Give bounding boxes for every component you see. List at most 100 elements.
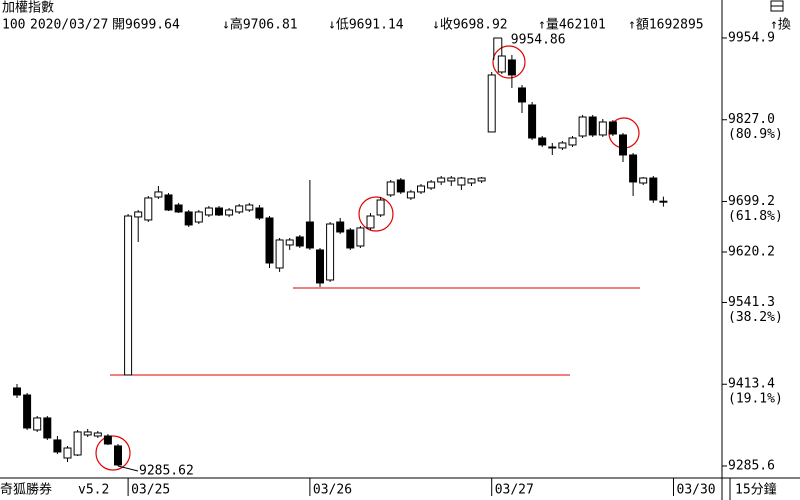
x-tick-label: 03/30: [677, 483, 716, 498]
candle-body: [13, 387, 21, 396]
candle-body: [53, 439, 62, 453]
info-item: 100: [2, 18, 25, 33]
candle-body: [174, 204, 183, 213]
fib-label: (61.8%): [728, 209, 783, 224]
candle-body: [33, 417, 42, 431]
candle-body: [507, 59, 516, 76]
candle-body: [114, 445, 122, 466]
candle-body: [437, 177, 446, 183]
info-item: ↑額1692895: [628, 18, 704, 33]
info-item: ↓高9706.81: [222, 17, 298, 33]
candle-body: [134, 211, 143, 218]
candle-body: [204, 207, 213, 216]
y-tick-label: 9285.6: [728, 458, 775, 473]
highlight-circle: [492, 45, 526, 79]
candle-body: [427, 181, 436, 189]
candle-body: [578, 116, 587, 137]
candle-body: [396, 179, 405, 193]
candle-body: [376, 199, 385, 216]
candle-body: [93, 432, 102, 437]
y-tick-label: 9699.2: [728, 194, 775, 209]
info-item: ↑量462101: [538, 18, 606, 33]
candle-body: [518, 87, 526, 103]
candle-body: [194, 211, 203, 223]
highlight-circle: [95, 435, 131, 471]
candle-body: [598, 121, 607, 136]
fib-label: (38.2%): [728, 310, 783, 325]
candle-body: [184, 211, 193, 226]
candle-body: [649, 177, 658, 201]
candle-body: [103, 435, 112, 445]
candle-body: [447, 177, 456, 182]
candle-body: [43, 417, 52, 439]
y-tick-label: 9954.9: [728, 30, 775, 45]
candle-body: [467, 178, 476, 184]
candle-body: [568, 137, 577, 146]
candle-body: [225, 209, 234, 216]
candle-body: [285, 239, 294, 246]
candle-body: [124, 215, 133, 376]
y-tick-label: 9413.4: [728, 377, 775, 392]
candle-body: [164, 194, 173, 211]
candle-body: [154, 191, 163, 198]
candle-body: [144, 197, 153, 221]
candle-body: [558, 142, 567, 149]
fib-label: (80.9%): [728, 127, 783, 142]
candle-body: [73, 431, 82, 456]
annotation-leader: [493, 37, 502, 60]
candle-body: [366, 215, 375, 229]
annotation-leader: [117, 465, 139, 472]
candle-body: [538, 137, 547, 146]
candle-body: [23, 394, 32, 429]
candle-body: [346, 229, 355, 249]
candle-body: [245, 204, 254, 211]
candle-body: [548, 146, 557, 149]
candle-body: [528, 104, 537, 139]
candle-body: [326, 223, 335, 281]
candle-body: [235, 205, 244, 213]
candle-body: [659, 200, 668, 203]
candle-body: [316, 249, 324, 284]
x-tick-label: 03/26: [313, 483, 352, 498]
max-annotation: 9954.86: [511, 32, 566, 47]
highlight-circle: [358, 196, 394, 232]
chart-title: 加權指數: [2, 1, 54, 16]
candle-body: [639, 177, 648, 184]
candle-body: [83, 431, 92, 436]
info-item: 開9699.64: [112, 18, 180, 33]
window-icon: [770, 0, 784, 12]
candle-body: [275, 239, 284, 269]
info-item: 2020/03/27: [30, 18, 108, 33]
candle-body: [295, 236, 304, 247]
info-item: ↓收9698.92: [432, 18, 508, 33]
candle-body: [629, 154, 638, 183]
candle-body: [619, 134, 627, 156]
y-tick-label: 9620.2: [728, 244, 775, 259]
candle-body: [457, 177, 466, 186]
x-tick-label: 03/27: [495, 483, 534, 498]
candle-body: [588, 116, 597, 136]
candle-body: [417, 185, 425, 193]
footer-version: v5.2: [78, 483, 109, 498]
candle-body: [608, 121, 617, 135]
candle-body: [255, 207, 264, 219]
candle-body: [386, 181, 395, 196]
candle-body: [305, 221, 314, 249]
candle-body: [356, 227, 365, 247]
x-tick-label: 03/25: [131, 483, 170, 498]
info-item: ↓低9691.14: [328, 18, 404, 33]
interval-label: 15分鐘: [735, 482, 777, 498]
candle-body: [63, 447, 72, 459]
candle-body: [406, 191, 415, 199]
y-tick-label: 9827.0: [728, 112, 775, 127]
info-item: ↑換: [770, 18, 791, 33]
y-tick-label: 9541.3: [728, 295, 775, 310]
candle-body: [265, 217, 274, 264]
candle-body: [477, 177, 486, 182]
candle-body: [487, 74, 496, 133]
candle-body: [215, 207, 223, 216]
footer-brand: 奇狐勝券: [0, 482, 52, 498]
fib-label: (19.1%): [728, 392, 783, 407]
